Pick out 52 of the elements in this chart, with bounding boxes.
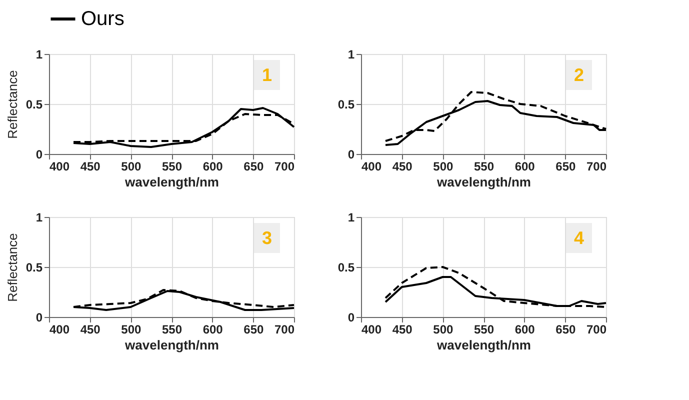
y-tick-label: 0	[348, 310, 355, 324]
y-tick-label: 1	[348, 210, 355, 224]
x-tick-label: 600	[202, 160, 224, 174]
x-tick-label: 550	[162, 322, 182, 336]
x-tick-label: 700	[274, 160, 295, 174]
x-tick-label: 450	[80, 322, 101, 336]
y-tick-label: 0.5	[338, 98, 355, 112]
y-tick-label: 0.5	[338, 260, 355, 274]
line-series	[384, 266, 607, 308]
x-tick-label: 650	[556, 160, 576, 174]
x-tick-label: 450	[392, 160, 413, 174]
x-tick-label: 450	[80, 160, 101, 174]
y-tick-label: 0.5	[26, 260, 43, 274]
y-tick-label: 0.5	[26, 98, 43, 112]
annotation: 1	[262, 65, 272, 85]
x-axis-title: wavelength/nm	[436, 174, 531, 190]
x-tick-label: 700	[586, 160, 607, 174]
x-axis-title: wavelength/nm	[124, 174, 219, 190]
y-tick-label: 0	[36, 148, 43, 162]
annotation: 3	[262, 228, 272, 248]
x-tick-label: 600	[514, 322, 536, 336]
y-tick-label: 0	[36, 310, 43, 324]
x-tick-label: 500	[121, 160, 142, 174]
x-tick-label: 400	[50, 160, 70, 174]
x-tick-label: 700	[586, 322, 607, 336]
x-tick-label: 550	[162, 160, 182, 174]
y-tick-label: 1	[36, 48, 43, 62]
x-axis-title: wavelength/nm	[436, 338, 531, 352]
x-tick-label: 650	[556, 322, 576, 336]
x-tick-label: 400	[50, 322, 70, 336]
x-axis-title: wavelength/nm	[124, 338, 219, 352]
legend-label: Ours	[81, 8, 124, 30]
x-tick-label: 500	[433, 160, 454, 174]
x-tick-label: 550	[474, 160, 494, 174]
y-axis-title: Reflectance	[4, 70, 20, 139]
x-tick-label: 650	[244, 322, 264, 336]
x-tick-label: 600	[514, 160, 536, 174]
x-tick-label: 700	[274, 322, 295, 336]
y-tick-label: 1	[348, 48, 355, 62]
x-tick-label: 450	[392, 322, 413, 336]
x-tick-label: 650	[244, 160, 264, 174]
y-axis-title: Reflectance	[4, 233, 20, 302]
x-tick-label: 500	[433, 322, 454, 336]
x-tick-label: 600	[202, 322, 224, 336]
y-tick-label: 1	[36, 210, 43, 224]
x-tick-label: 550	[474, 322, 494, 336]
x-tick-label: 500	[121, 322, 142, 336]
y-tick-label: 0	[348, 148, 355, 162]
annotation: 2	[574, 65, 584, 85]
annotation: 4	[574, 228, 584, 248]
x-tick-label: 400	[362, 160, 382, 174]
x-tick-label: 400	[362, 322, 382, 336]
